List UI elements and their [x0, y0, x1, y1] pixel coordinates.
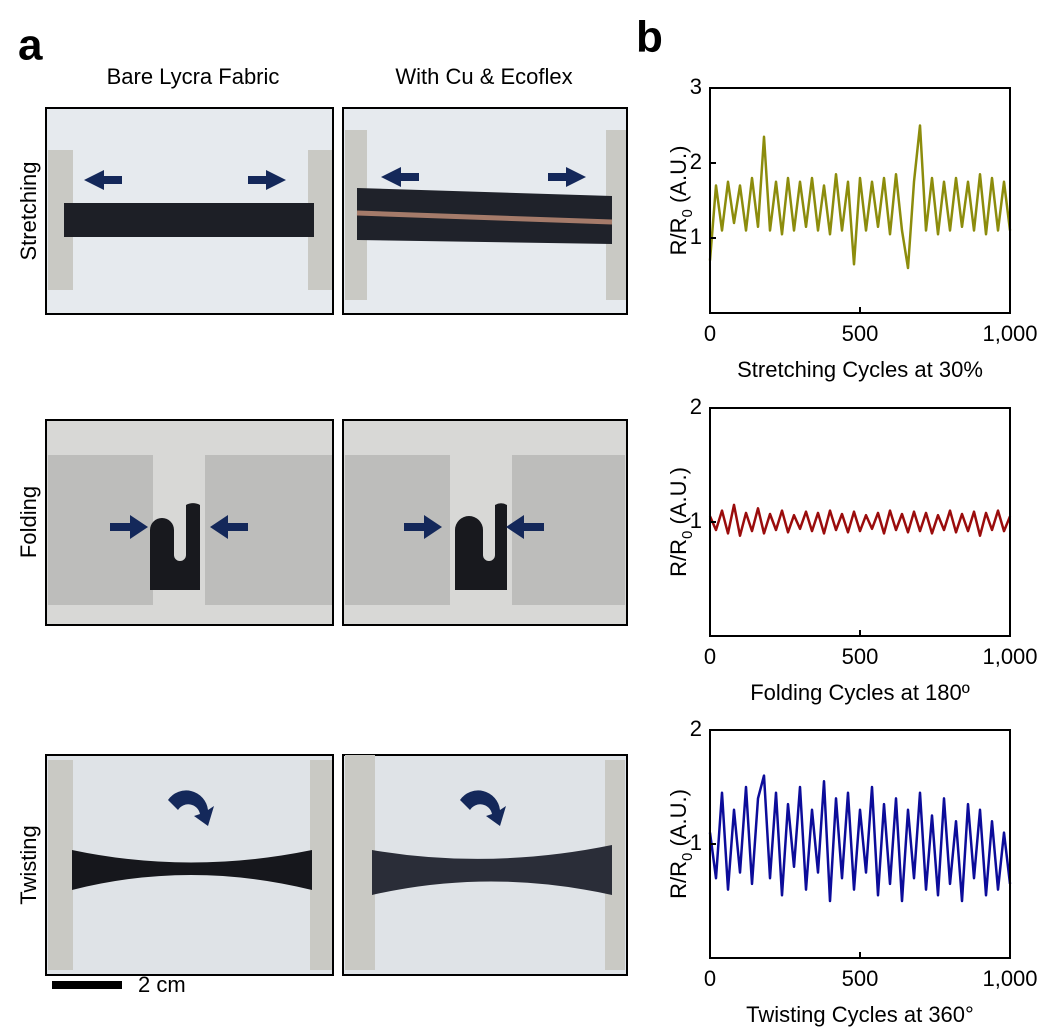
y-axis-label-part: R/R — [666, 861, 691, 899]
photo-twist-bare — [45, 754, 334, 976]
y-axis-label-part: (A.U.) — [666, 467, 691, 531]
x-tick-label: 500 — [842, 321, 879, 346]
y-axis-label: R/R0 (A.U.) — [666, 467, 697, 577]
y-tick-label: 2 — [690, 149, 702, 174]
panel-label: a — [18, 21, 43, 70]
y-axis-label-part: (A.U.) — [666, 146, 691, 210]
x-tick-label: 500 — [842, 966, 879, 991]
y-tick-label: 2 — [690, 716, 702, 741]
photo-fold-bare — [45, 419, 334, 626]
data-line — [708, 124, 1012, 270]
photo-stretch-cu — [342, 107, 628, 315]
x-tick-label: 1,000 — [982, 644, 1037, 669]
x-axis-label: Folding Cycles at 180º — [750, 680, 970, 705]
y-axis-label-part: 0 — [679, 531, 696, 539]
y-axis-label: R/R0 (A.U.) — [666, 789, 697, 899]
column-header: With Cu & Ecoflex — [395, 64, 572, 89]
column-header: Bare Lycra Fabric — [107, 64, 280, 89]
y-tick-label: 1 — [690, 224, 702, 249]
y-tick-label: 2 — [690, 394, 702, 419]
y-axis-label-part: (A.U.) — [666, 789, 691, 853]
x-axis-label: Stretching Cycles at 30% — [737, 357, 983, 382]
x-axis-label: Twisting Cycles at 360° — [746, 1002, 974, 1027]
y-tick-label: 1 — [690, 508, 702, 533]
y-axis-label: R/R0 (A.U.) — [666, 146, 697, 256]
data-line — [708, 774, 1012, 903]
x-tick-label: 0 — [704, 321, 716, 346]
x-tick-label: 0 — [704, 644, 716, 669]
photo-stretch-bare — [45, 107, 334, 315]
y-axis-label-part: 0 — [679, 209, 696, 217]
x-tick-label: 1,000 — [982, 966, 1037, 991]
photo-twist-cu — [342, 754, 628, 976]
panel-label: b — [636, 13, 663, 62]
photo-fold-cu — [342, 419, 628, 626]
y-tick-label: 3 — [690, 74, 702, 99]
x-tick-label: 500 — [842, 644, 879, 669]
row-label: Stretching — [16, 161, 41, 260]
data-line — [708, 503, 1012, 537]
row-label: Twisting — [16, 825, 41, 904]
y-axis-label-part: R/R — [666, 539, 691, 577]
scale-label: 2 cm — [138, 972, 186, 997]
y-tick-label: 1 — [690, 830, 702, 855]
x-tick-label: 0 — [704, 966, 716, 991]
y-axis-label-part: R/R — [666, 218, 691, 256]
x-tick-label: 1,000 — [982, 321, 1037, 346]
row-label: Folding — [16, 486, 41, 558]
y-axis-label-part: 0 — [679, 853, 696, 861]
